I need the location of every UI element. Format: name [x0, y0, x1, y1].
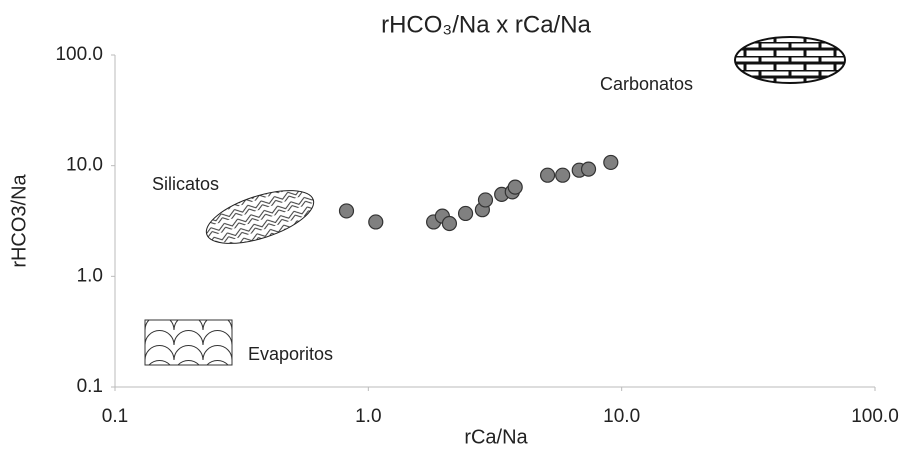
x-tick-label: 0.1 [102, 406, 128, 427]
point [368, 214, 384, 230]
point [539, 167, 556, 183]
annotation: Silicatos [152, 174, 219, 194]
point [338, 203, 355, 219]
y-tick-label: 10.0 [66, 155, 103, 176]
x-tick-label: 10.0 [603, 406, 640, 427]
point [457, 205, 474, 222]
chart-title: rHCO₃/Na x rCa/Na [381, 11, 591, 38]
point [441, 215, 458, 232]
annotation: Evaporitos [248, 344, 333, 364]
point [507, 179, 523, 195]
x-axis-label: rCa/Na [464, 426, 528, 448]
point [580, 161, 597, 177]
y-axis-label: rHCO3/Na [8, 173, 30, 267]
point [555, 167, 571, 183]
point [477, 192, 494, 208]
y-tick-label: 100.0 [55, 44, 103, 65]
y-tick-label: 0.1 [77, 376, 103, 397]
y-tick-label: 1.0 [77, 265, 103, 286]
evaporitos-shape [144, 319, 233, 366]
point [603, 154, 619, 171]
x-tick-label: 1.0 [355, 406, 381, 427]
silicatos-shape [205, 190, 315, 244]
annotation: Carbonatos [600, 74, 693, 94]
carbonatos-shape [734, 36, 846, 84]
x-tick-label: 100.0 [851, 406, 899, 427]
